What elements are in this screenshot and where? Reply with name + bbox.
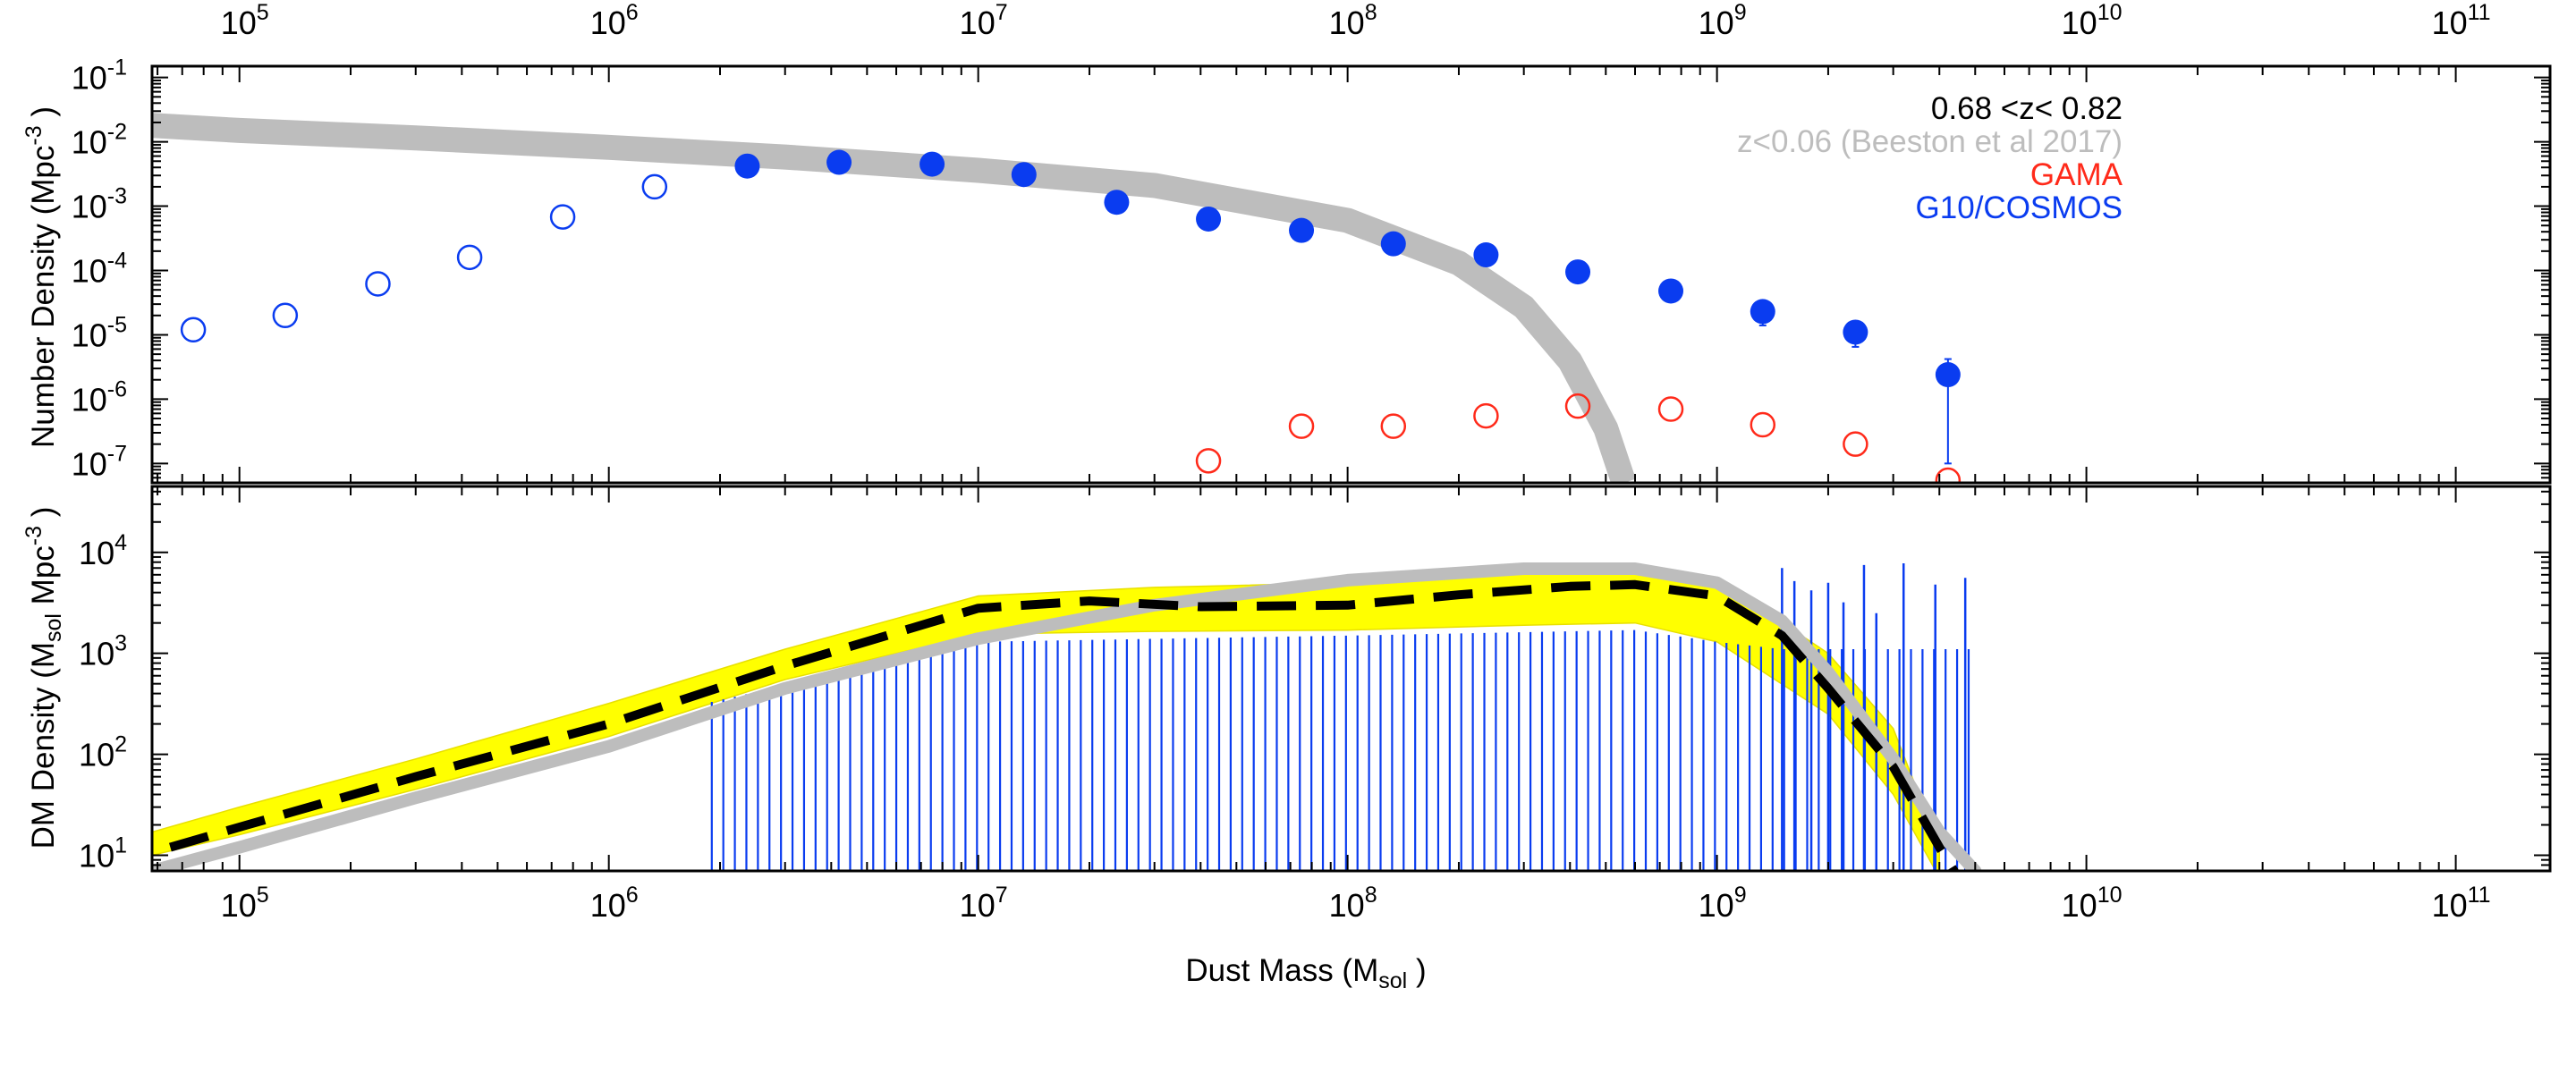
legend-entry-cosmos: G10/COSMOS xyxy=(1916,190,2123,225)
cosmos-open-point xyxy=(365,271,391,297)
x-tick-label-bottom: 107 xyxy=(960,883,1008,924)
cosmos-filled-point xyxy=(1011,162,1037,188)
cosmos-filled-point xyxy=(919,151,945,177)
x-tick-label-bottom: 1011 xyxy=(2432,883,2491,924)
cosmos-filled-point xyxy=(1196,206,1222,232)
legend-entry-redshift: 0.68 <z< 0.82 xyxy=(1931,91,2123,126)
cosmos-filled-point xyxy=(1658,278,1684,304)
x-tick-label-bottom: 106 xyxy=(590,883,639,924)
cosmos-filled-point xyxy=(1473,242,1499,268)
x-tick-label-bottom: 108 xyxy=(1329,883,1377,924)
cosmos-open-point xyxy=(272,302,299,329)
bottom-y-axis-title: DM Density (Msol Mpc-3 ) xyxy=(21,507,66,849)
number-density-panel: 10-1 10-2 10-3 10-4 10-5 10-6 10-7 xyxy=(72,55,2552,485)
bottom-y-tick-label: 103 xyxy=(79,631,127,672)
bottom-panel-frame xyxy=(150,485,2552,873)
top-panel-frame xyxy=(150,64,2552,485)
gama-open-point xyxy=(1564,393,1591,419)
x-tick-label-top: 107 xyxy=(960,0,1008,41)
x-tick-label-top: 105 xyxy=(221,0,269,41)
cosmos-filled-point xyxy=(1565,259,1591,285)
cosmos-filled-point xyxy=(1843,319,1868,345)
top-y-tick-label: 10-5 xyxy=(72,312,127,353)
gama-open-point xyxy=(1473,402,1499,429)
gama-open-point xyxy=(1843,431,1868,457)
dm-density-panel: 101 102 103 104 xyxy=(79,485,2552,874)
cosmos-filled-point xyxy=(1380,231,1406,257)
x-axis: 105 105 106 106 107 107 108 108 109 109 1010 1010 10… xyxy=(221,0,2491,924)
top-y-axis-title: Number Density (Mpc-3 ) xyxy=(21,106,61,448)
bottom-y-tick-label: 101 xyxy=(79,833,127,874)
cosmos-open-point xyxy=(456,244,483,271)
cosmos-bin-lines xyxy=(710,562,1970,871)
legend-entry-gama: GAMA xyxy=(2030,157,2123,192)
top-y-tick-label: 10-6 xyxy=(72,376,127,418)
beeston-curve-top xyxy=(152,113,1636,483)
gama-open-point xyxy=(1380,413,1407,439)
x-tick-label-top: 109 xyxy=(1699,0,1747,41)
x-tick-label-top: 106 xyxy=(590,0,639,41)
cosmos-filled-point xyxy=(734,153,760,179)
gama-open-point xyxy=(1935,467,1962,483)
top-plot-area xyxy=(152,113,1962,483)
gama-open-point xyxy=(1657,396,1684,422)
top-y-tick-label: 10-4 xyxy=(72,249,127,290)
cosmos-filled-point xyxy=(1750,299,1775,325)
gama-open-point xyxy=(1195,448,1222,474)
bottom-y-tick-label: 102 xyxy=(79,732,127,773)
x-tick-label-bottom: 109 xyxy=(1699,883,1747,924)
cosmos-filled-point xyxy=(1104,190,1130,215)
bottom-y-tick-label: 104 xyxy=(79,530,127,571)
best-fit-dashed-line xyxy=(168,579,1960,871)
cosmos-open-point xyxy=(180,317,207,343)
cosmos-filled-point xyxy=(826,149,852,175)
x-tick-label-bottom: 105 xyxy=(221,883,269,924)
gama-open-point xyxy=(1288,413,1315,439)
legend-entry-beeston: z<0.06 (Beeston et al 2017) xyxy=(1737,124,2123,159)
cosmos-filled-point xyxy=(1289,217,1315,243)
cosmos-filled-point xyxy=(1935,362,1961,388)
beeston-curve-bottom xyxy=(152,562,1982,871)
top-y-tick-label: 10-7 xyxy=(72,441,127,482)
gama-open-point xyxy=(1750,411,1776,438)
x-tick-label-top: 108 xyxy=(1329,0,1377,41)
x-tick-label-bottom: 1010 xyxy=(2062,883,2123,924)
x-axis-title: Dust Mass (Msol ) xyxy=(1185,953,1426,993)
cosmos-open-point xyxy=(549,204,576,230)
top-y-tick-label: 10-2 xyxy=(72,120,127,161)
top-y-tick-label: 10-1 xyxy=(72,55,127,97)
x-tick-label-top: 1011 xyxy=(2432,0,2491,41)
top-y-tick-label: 10-3 xyxy=(72,184,127,225)
x-tick-label-top: 1010 xyxy=(2062,0,2123,41)
cosmos-open-point xyxy=(641,173,668,200)
bottom-plot-area xyxy=(152,562,1982,871)
